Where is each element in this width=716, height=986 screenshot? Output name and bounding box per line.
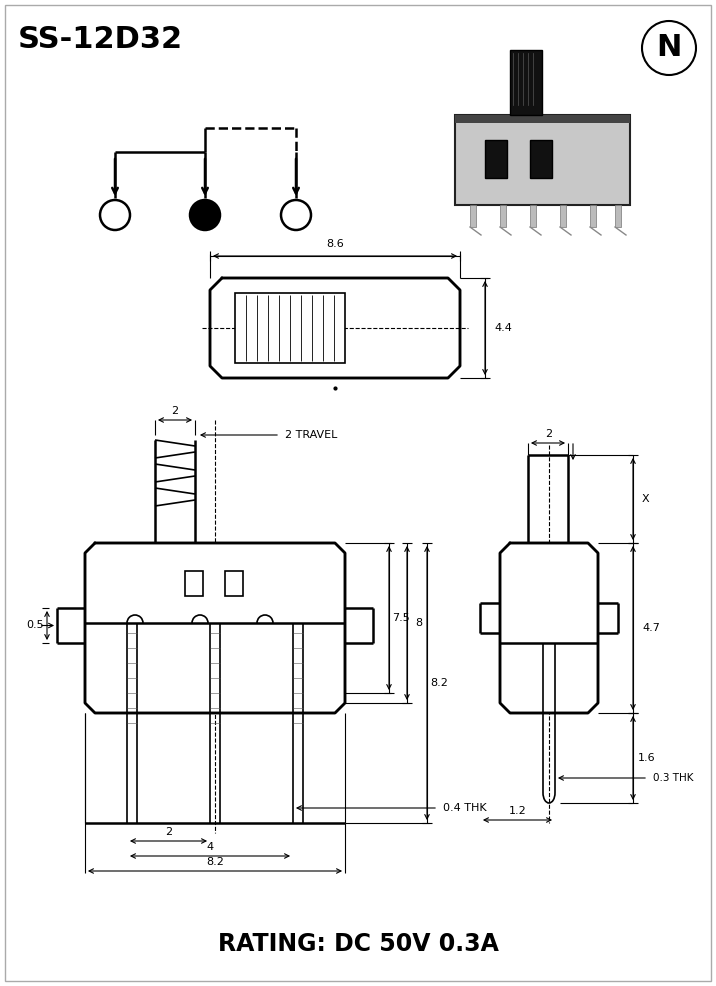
Bar xyxy=(235,293,345,363)
Bar xyxy=(510,50,542,115)
Bar xyxy=(455,115,630,205)
Text: 0.5: 0.5 xyxy=(26,620,44,630)
Circle shape xyxy=(100,200,130,230)
Polygon shape xyxy=(210,278,460,378)
Bar xyxy=(455,115,630,123)
Bar xyxy=(225,571,243,596)
Text: X: X xyxy=(642,494,649,504)
Text: 4.4: 4.4 xyxy=(494,323,512,333)
Text: 2: 2 xyxy=(546,429,553,439)
Bar xyxy=(500,205,506,227)
Bar xyxy=(530,205,536,227)
Text: 7.5: 7.5 xyxy=(392,613,410,623)
Text: 2: 2 xyxy=(171,406,178,416)
Circle shape xyxy=(190,200,220,230)
Bar xyxy=(470,205,476,227)
Bar xyxy=(185,571,203,596)
Text: 2: 2 xyxy=(165,827,172,837)
Text: 0.3 THK: 0.3 THK xyxy=(653,773,694,783)
Polygon shape xyxy=(500,543,598,713)
Bar xyxy=(560,205,566,227)
Text: RATING: DC 50V 0.3A: RATING: DC 50V 0.3A xyxy=(218,932,498,956)
Text: 1.2: 1.2 xyxy=(508,806,526,816)
Text: 4: 4 xyxy=(206,842,213,852)
Text: 8.2: 8.2 xyxy=(206,857,224,867)
Text: 8.2: 8.2 xyxy=(430,678,448,688)
Bar xyxy=(530,140,552,178)
Text: N: N xyxy=(657,34,682,62)
Text: 8: 8 xyxy=(415,618,422,628)
Polygon shape xyxy=(85,543,345,713)
Circle shape xyxy=(281,200,311,230)
Text: 8.6: 8.6 xyxy=(326,239,344,249)
Text: 1.6: 1.6 xyxy=(638,753,656,763)
Bar xyxy=(485,140,507,178)
Text: 0.4 THK: 0.4 THK xyxy=(443,803,487,813)
Bar xyxy=(615,205,621,227)
Text: 4.7: 4.7 xyxy=(642,623,660,633)
Text: 2 TRAVEL: 2 TRAVEL xyxy=(285,430,337,440)
Bar xyxy=(590,205,596,227)
Text: SS-12D32: SS-12D32 xyxy=(18,26,183,54)
